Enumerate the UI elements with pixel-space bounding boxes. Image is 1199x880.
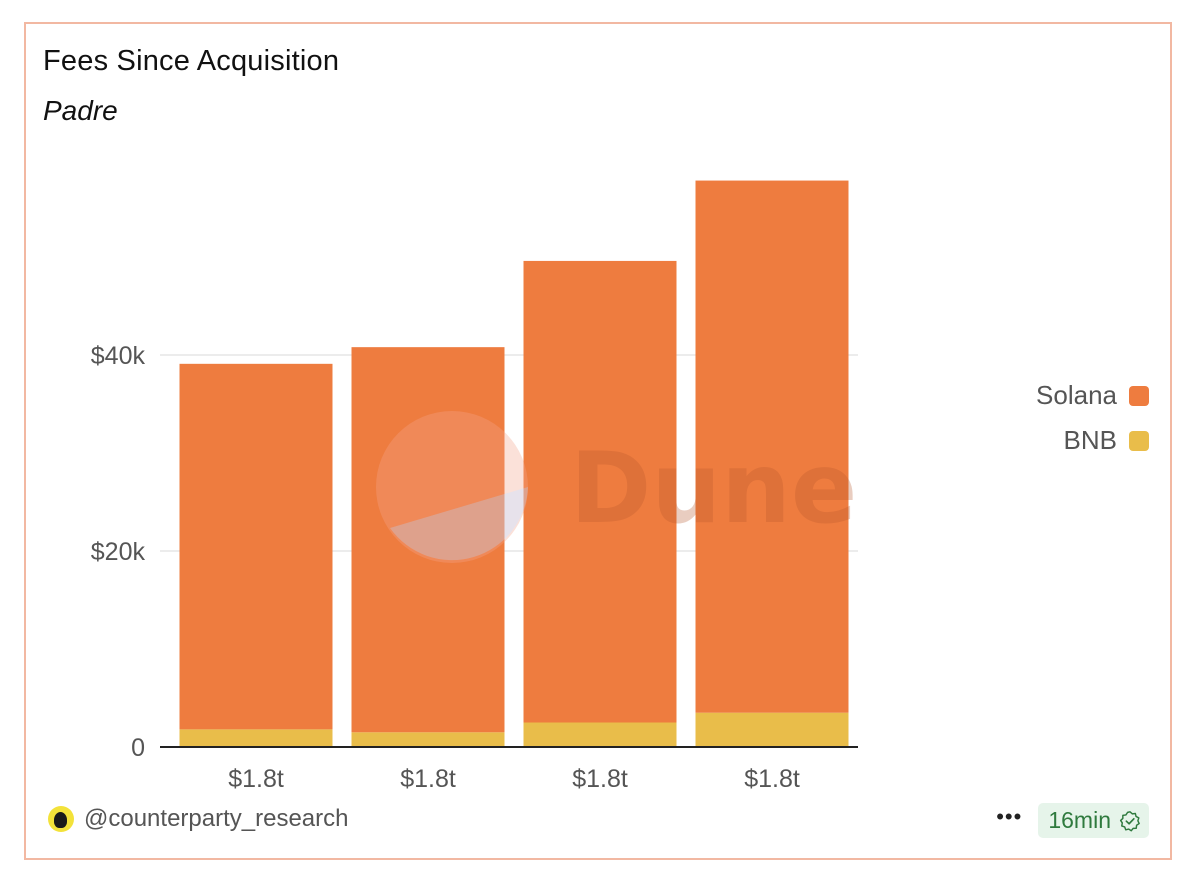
bar-solana-3[interactable] [695,180,849,713]
footer-actions: ••• 16min [996,803,1149,838]
legend-swatch-solana [1129,385,1149,406]
more-options-button[interactable]: ••• [996,803,1023,829]
y-tick-label: 0 [131,734,145,762]
bar-bnb-2[interactable] [523,722,677,748]
legend-item-bnb[interactable]: BNB [1064,425,1149,456]
y-tick-label: $20k [91,538,146,566]
dune-watermark: Dune [376,411,857,563]
bar-solana-2[interactable] [523,260,677,723]
bar-bnb-3[interactable] [695,712,849,747]
bar-solana-1[interactable] [351,347,505,733]
bar-bnb-0[interactable] [179,729,333,747]
x-tick-label: $1.8t [228,765,284,793]
legend-label: Solana [1036,380,1117,410]
legend: Solana BNB [1036,380,1149,456]
chart-title: Fees Since Acquisition [43,45,340,77]
watermark-text: Dune [570,432,857,546]
verified-check-icon [1119,810,1140,831]
refresh-badge[interactable]: 16min [1038,803,1149,838]
last-updated-text: 16min [1048,807,1111,833]
y-axis-ticks: 0 $20k $40k [91,342,146,762]
y-tick-label: $40k [91,342,146,370]
dune-logo-icon [376,411,528,563]
legend-swatch-bnb [1129,430,1149,451]
avatar [48,806,74,832]
x-axis-labels: $1.8t $1.8t $1.8t $1.8t [228,765,800,793]
author-username: @counterparty_research [84,805,349,832]
bars [179,180,849,748]
x-tick-label: $1.8t [744,765,800,793]
legend-item-solana[interactable]: Solana [1036,380,1149,411]
dune-logo-segment [390,487,528,561]
bar-bnb-1[interactable] [351,732,505,747]
bar-solana-0[interactable] [179,363,333,730]
legend-label: BNB [1063,425,1117,455]
author[interactable]: @counterparty_research [48,805,349,833]
x-tick-label: $1.8t [400,765,456,793]
x-tick-label: $1.8t [572,765,628,793]
chart-subtitle: Padre [43,95,118,126]
